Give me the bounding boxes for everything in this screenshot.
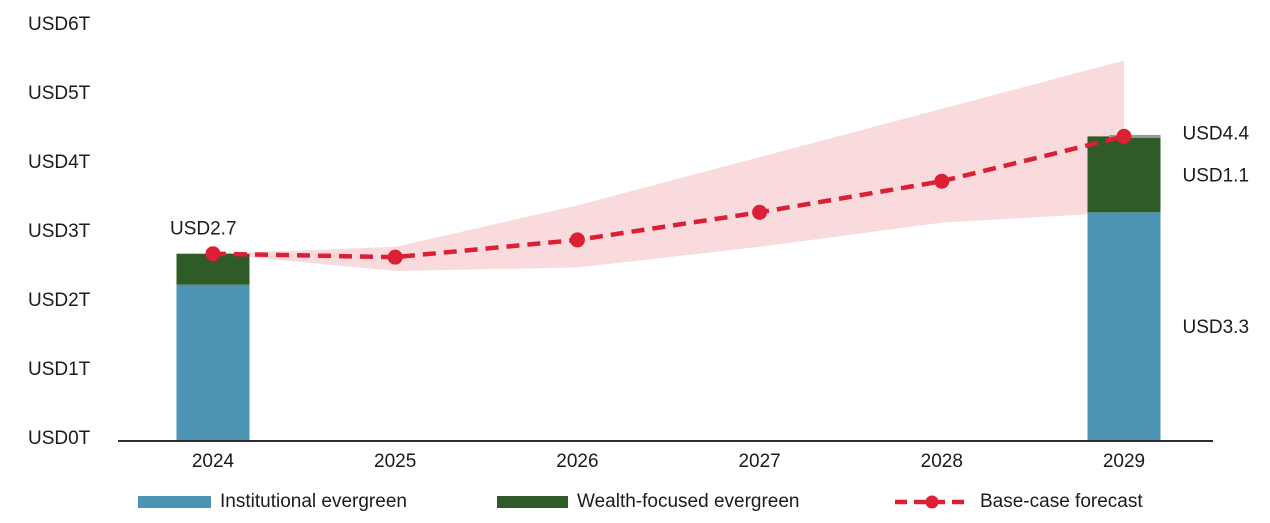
annotation-wealth-2029: USD1.1 (1183, 165, 1250, 186)
forecast-dot-2028 (934, 173, 950, 189)
y-axis-label-5T: USD5T (28, 83, 91, 104)
bar-2029-top-cap-line (1109, 134, 1161, 138)
forecast-dot-2025 (387, 249, 403, 265)
annotation-total-2029: USD4.4 (1183, 123, 1250, 144)
bar-2024-institutional-segment (176, 284, 250, 441)
x-axis-label-2029: 2029 (1103, 451, 1145, 472)
annotation-institutional-2029: USD3.3 (1183, 317, 1250, 338)
forecast-dot-2024 (205, 246, 221, 262)
bar-2029-institutional-segment (1087, 212, 1161, 441)
x-axis-label-2027: 2027 (738, 451, 780, 472)
y-axis-label-2T: USD2T (28, 290, 91, 311)
annotation-total-2024: USD2.7 (170, 219, 237, 240)
x-axis-label-2026: 2026 (556, 451, 598, 472)
forecast-dashed-line (212, 134, 1125, 260)
x-axis-label-2028: 2028 (921, 451, 963, 472)
x-axis-label-2024: 2024 (192, 451, 235, 472)
y-axis-label-3T: USD3T (28, 221, 91, 242)
forecast-dot-2029 (1116, 128, 1132, 144)
bar-2029-wealth-segment (1087, 136, 1161, 213)
y-axis-label-1T: USD1T (28, 359, 91, 380)
y-axis-label-0T: USD0T (28, 428, 91, 449)
forecast-dot-2027 (752, 204, 768, 220)
x-axis-label-2025: 2025 (374, 451, 416, 472)
y-axis-label-4T: USD4T (28, 152, 91, 173)
forecast-confidence-band (213, 60, 1124, 271)
forecast-dot-2026 (569, 232, 585, 248)
y-axis-label-6T: USD6T (28, 14, 91, 35)
